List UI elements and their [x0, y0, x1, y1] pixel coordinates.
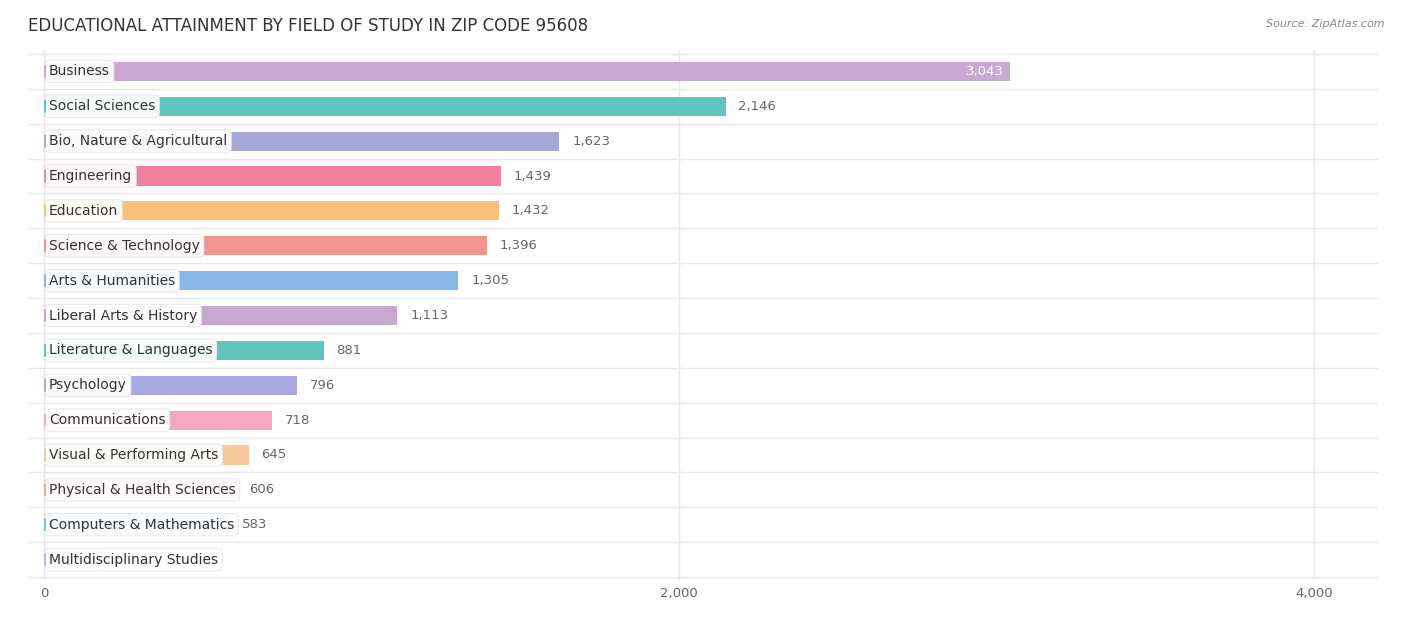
Text: Communications: Communications [49, 413, 166, 427]
Text: 3,043: 3,043 [966, 65, 1004, 78]
Bar [44, 306, 398, 325]
Bar [44, 341, 323, 360]
Text: Bio, Nature & Agricultural: Bio, Nature & Agricultural [49, 134, 226, 148]
Bar [44, 411, 271, 430]
Text: Engineering: Engineering [49, 169, 132, 183]
Text: 2,146: 2,146 [738, 100, 776, 113]
Text: 1,113: 1,113 [411, 309, 449, 322]
Bar [44, 480, 236, 500]
Bar [44, 445, 249, 464]
Text: 1,305: 1,305 [471, 274, 509, 287]
Text: Literature & Languages: Literature & Languages [49, 343, 212, 357]
Text: Source: ZipAtlas.com: Source: ZipAtlas.com [1267, 19, 1385, 29]
Text: 174: 174 [112, 553, 138, 566]
Text: 1,396: 1,396 [501, 239, 538, 252]
Bar [44, 131, 560, 151]
Text: Multidisciplinary Studies: Multidisciplinary Studies [49, 553, 218, 567]
Text: Social Sciences: Social Sciences [49, 99, 155, 114]
Text: Business: Business [49, 64, 110, 78]
Text: 583: 583 [242, 518, 267, 531]
Text: Psychology: Psychology [49, 378, 127, 392]
Text: 1,623: 1,623 [572, 134, 610, 148]
Bar [44, 515, 229, 534]
Bar [44, 201, 499, 220]
Text: Computers & Mathematics: Computers & Mathematics [49, 517, 235, 532]
Text: Science & Technology: Science & Technology [49, 239, 200, 253]
Text: Physical & Health Sciences: Physical & Health Sciences [49, 483, 236, 497]
Text: 796: 796 [309, 379, 335, 392]
Bar [44, 271, 458, 290]
Text: 881: 881 [336, 344, 361, 357]
Text: Education: Education [49, 204, 118, 218]
Bar [44, 167, 501, 186]
Text: Liberal Arts & History: Liberal Arts & History [49, 309, 197, 322]
Text: 1,439: 1,439 [513, 170, 551, 182]
Text: Visual & Performing Arts: Visual & Performing Arts [49, 448, 218, 462]
Text: 1,432: 1,432 [512, 204, 550, 218]
Bar [44, 236, 488, 256]
Text: 606: 606 [249, 483, 274, 497]
Text: 718: 718 [285, 413, 311, 427]
Text: Arts & Humanities: Arts & Humanities [49, 274, 174, 288]
Bar [44, 550, 100, 569]
Bar [44, 62, 1011, 81]
Bar [44, 97, 725, 116]
Text: EDUCATIONAL ATTAINMENT BY FIELD OF STUDY IN ZIP CODE 95608: EDUCATIONAL ATTAINMENT BY FIELD OF STUDY… [28, 17, 588, 35]
Bar [44, 375, 297, 395]
Text: 645: 645 [262, 449, 287, 461]
